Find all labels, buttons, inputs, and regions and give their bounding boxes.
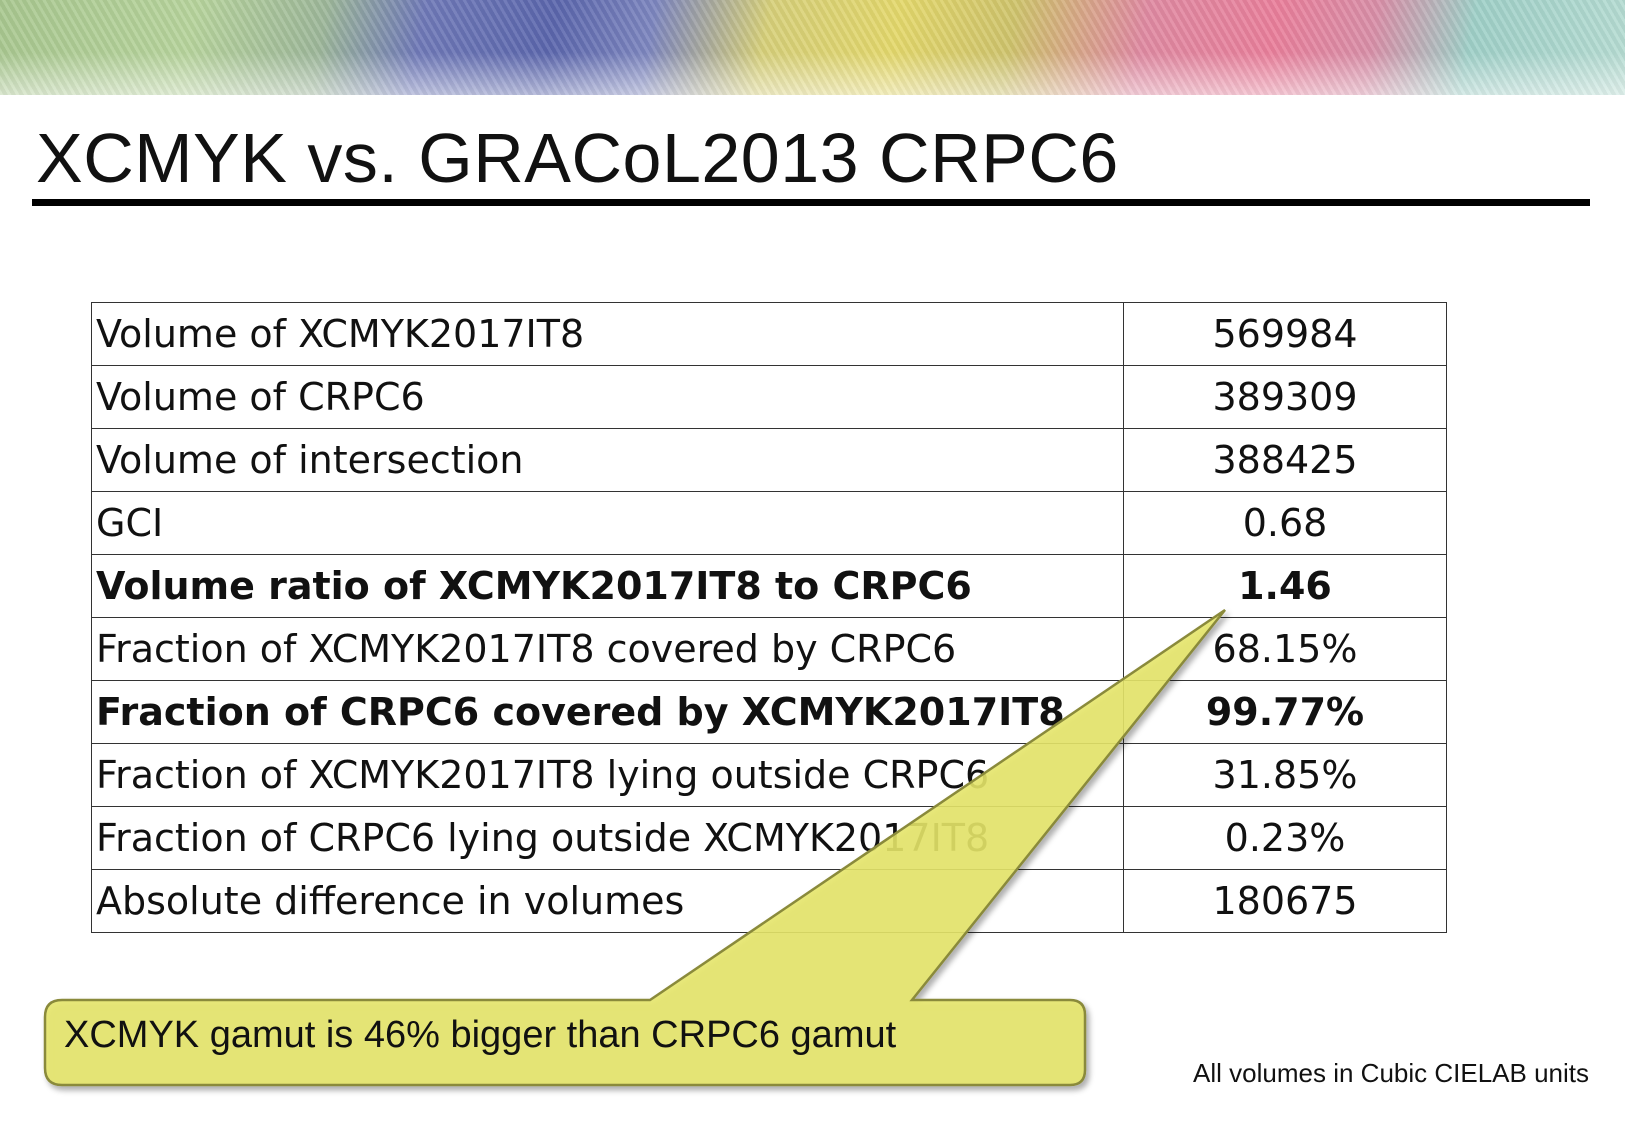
banner-texture — [0, 0, 1625, 95]
row-value: 1.46 — [1123, 554, 1447, 618]
metrics-table: Volume of XCMYK2017IT8 569984 Volume of … — [91, 302, 1447, 933]
row-value: 180675 — [1123, 869, 1447, 933]
row-value: 0.23% — [1123, 806, 1447, 870]
table-row: Fraction of XCMYK2017IT8 lying outside C… — [91, 743, 1447, 807]
footnote: All volumes in Cubic CIELAB units — [1193, 1058, 1589, 1088]
callout-text: XCMYK gamut is 46% bigger than CRPC6 gam… — [64, 1014, 897, 1056]
title-underline — [32, 199, 1590, 206]
table-row: Volume of intersection 388425 — [91, 428, 1447, 492]
row-value: 31.85% — [1123, 743, 1447, 807]
callout-bubble — [43, 608, 1226, 1087]
row-value: 0.68 — [1123, 491, 1447, 555]
row-label: Fraction of CRPC6 covered by XCMYK2017IT… — [91, 680, 1124, 744]
decorative-banner — [0, 0, 1625, 95]
table-row: Fraction of CRPC6 covered by XCMYK2017IT… — [91, 680, 1447, 744]
row-label: Volume of intersection — [91, 428, 1124, 492]
slide-title: XCMYK vs. GRACoL2013 CRPC6 — [36, 119, 1119, 197]
row-label: GCI — [91, 491, 1124, 555]
row-label: Volume of CRPC6 — [91, 365, 1124, 429]
table-row: Fraction of CRPC6 lying outside XCMYK201… — [91, 806, 1447, 870]
row-value: 389309 — [1123, 365, 1447, 429]
table-row: Volume of CRPC6 389309 — [91, 365, 1447, 429]
row-label: Volume ratio of XCMYK2017IT8 to CRPC6 — [91, 554, 1124, 618]
table-row: GCI 0.68 — [91, 491, 1447, 555]
row-value: 99.77% — [1123, 680, 1447, 744]
table-row: Volume ratio of XCMYK2017IT8 to CRPC6 1.… — [91, 554, 1447, 618]
